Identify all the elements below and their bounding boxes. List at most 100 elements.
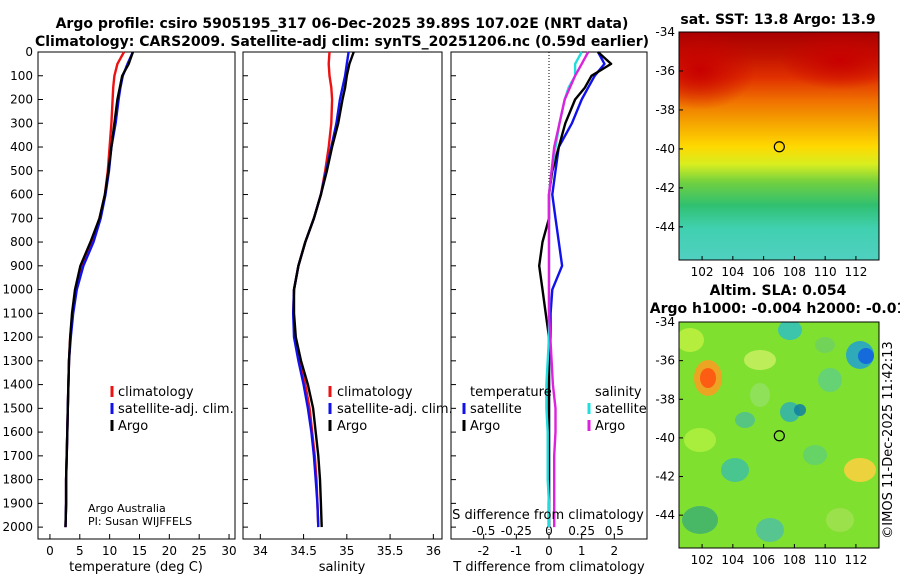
lat-tick-label: -34: [655, 315, 675, 329]
x-tick-label: 25: [192, 544, 207, 558]
x-tick-label: 1: [578, 544, 586, 558]
difference-lines: [538, 51, 613, 528]
depth-tick-label: 0: [25, 45, 33, 59]
x-tick-label: 0: [46, 544, 54, 558]
depth-tick-labels: 0 100 200 300 400 500 600 700 800 900 1000 1100 1200…: [2, 45, 43, 534]
temperature-panel: 0100200300400500600700800900100011001200…: [2, 45, 236, 575]
lon-tick-label: 104: [721, 553, 744, 567]
sst-map: sat. SST: 13.8 Argo: 13.9 102 104 106 108 11…: [655, 12, 880, 279]
depth-tick-label: 1700: [2, 449, 33, 463]
t-difference-tick-labels: -2 -1 0 1 2: [451, 51, 619, 558]
salinity-axis-label: salinity: [319, 560, 366, 575]
difference-panel: -2 -1 0 1 2 -0.5 -0.25 0 0.25 0.5 S difference f…: [450, 51, 648, 575]
depth-tick-label: 300: [10, 116, 33, 130]
sla-blob: [679, 328, 704, 352]
lon-tick-label: 104: [721, 265, 744, 279]
sst-warm-eddy: [679, 32, 755, 110]
lat-tick-label: -42: [655, 181, 675, 195]
s-diff-tick-label: 0.5: [605, 524, 624, 538]
series-line-argo: [64, 51, 135, 528]
x-tick-label: 35.5: [377, 544, 404, 558]
lon-tick-label: 106: [752, 553, 775, 567]
x-tick-label: 15: [132, 544, 147, 558]
x-tick-label: 10: [102, 544, 117, 558]
depth-tick-label: 1400: [2, 378, 33, 392]
x-tick-label: 30: [221, 544, 236, 558]
depth-tick-label: 1900: [2, 496, 33, 510]
sla-lon-tick-labels: 102 104 106 108 110 112: [691, 544, 867, 567]
legend-label-argo: Argo: [337, 419, 367, 434]
salinity-axes-frame: [242, 51, 443, 540]
salinity-tick-labels: 34 34.5 35 35.5 36: [243, 51, 441, 558]
lon-tick-label: 108: [783, 265, 806, 279]
x-tick-label: 34: [253, 544, 268, 558]
temperature-tick-labels: 0 5 10 15 20 25 30: [46, 534, 237, 558]
depth-tick-label: 1800: [2, 473, 33, 487]
sla-blob: [858, 348, 874, 364]
depth-tick-label: 1500: [2, 401, 33, 415]
lat-tick-label: -44: [655, 220, 675, 234]
lat-tick-label: -38: [655, 392, 675, 406]
depth-tick-label: 1300: [2, 354, 33, 368]
s-diff-tick-label: 0.25: [568, 524, 595, 538]
legend-label-climatology: climatology: [337, 385, 413, 400]
lon-tick-label: 110: [814, 265, 837, 279]
sst-lon-tick-labels: 102 104 106 108 110 112: [691, 256, 867, 279]
lat-tick-label: -38: [655, 103, 675, 117]
lat-tick-label: -40: [655, 431, 675, 445]
depth-tick-label: 400: [10, 140, 33, 154]
legend-title-salinity: salinity: [595, 385, 642, 400]
sst-map-title: sat. SST: 13.8 Argo: 13.9: [680, 12, 875, 28]
depth-tick-label: 800: [10, 235, 33, 249]
sla-blob: [682, 506, 718, 534]
depth-tick-label: 600: [10, 188, 33, 202]
lon-tick-label: 112: [844, 265, 867, 279]
depth-tick-label: 1600: [2, 425, 33, 439]
x-tick-label: 34.5: [290, 544, 317, 558]
depth-tick-label: 1200: [2, 330, 33, 344]
legend-title-temperature: temperature: [470, 385, 552, 400]
difference-legend: temperature satellite Argo salinity sate…: [462, 385, 647, 434]
lon-tick-label: 112: [844, 553, 867, 567]
s-diff-tick-label: 0: [545, 524, 553, 538]
legend-label-climatology: climatology: [118, 385, 194, 400]
credit-line-institution: Argo Australia: [88, 502, 166, 515]
salinity-legend: climatology satellite-adj. clim. Argo: [328, 385, 453, 434]
sst-cold-spot: [699, 238, 775, 260]
sla-blob: [700, 368, 716, 388]
lat-tick-label: -36: [655, 64, 675, 78]
legend-label-sal-argo: Argo: [595, 419, 625, 434]
lat-tick-label: -34: [655, 25, 675, 39]
sla-blob: [744, 350, 776, 370]
lat-tick-label: -42: [655, 470, 675, 484]
depth-tick-label: 2000: [2, 520, 33, 534]
x-tick-label: -2: [478, 544, 490, 558]
temperature-lines: [64, 51, 135, 528]
s-difference-axis-label: S difference from climatology: [452, 508, 644, 523]
sla-blob: [794, 404, 806, 416]
lat-tick-label: -40: [655, 142, 675, 156]
sla-map-frame: [678, 321, 880, 549]
s-diff-tick-label: -0.5: [472, 524, 495, 538]
sst-warm-core: [780, 32, 879, 90]
lon-tick-label: 102: [691, 265, 714, 279]
argo-float-marker: [773, 430, 785, 442]
legend-label-temp-satellite: satellite: [470, 402, 522, 417]
sla-map-title: Altim. SLA: 0.054: [710, 283, 847, 299]
depth-tick-label: 500: [10, 164, 33, 178]
argo-float-marker: [773, 141, 785, 153]
temperature-legend: climatology satellite-adj. clim. Argo: [110, 385, 234, 434]
x-tick-label: 36: [426, 544, 441, 558]
x-tick-label: 35: [339, 544, 354, 558]
series-line-argo: [292, 51, 355, 528]
sla-map: Altim. SLA: 0.054 Argo h1000: -0.004 h20…: [650, 283, 900, 567]
s-difference-tick-labels: -0.5 -0.25 0 0.25 0.5: [472, 524, 624, 538]
lon-tick-label: 108: [783, 553, 806, 567]
x-tick-label: 2: [611, 544, 619, 558]
sla-blob: [818, 368, 842, 392]
sla-blob: [735, 412, 755, 428]
sla-anomaly-blobs: [679, 322, 876, 542]
lon-tick-label: 110: [814, 553, 837, 567]
sla-blob: [815, 337, 835, 353]
sst-lat-tick-labels: -34 -36 -38 -40 -42 -44: [655, 25, 683, 234]
